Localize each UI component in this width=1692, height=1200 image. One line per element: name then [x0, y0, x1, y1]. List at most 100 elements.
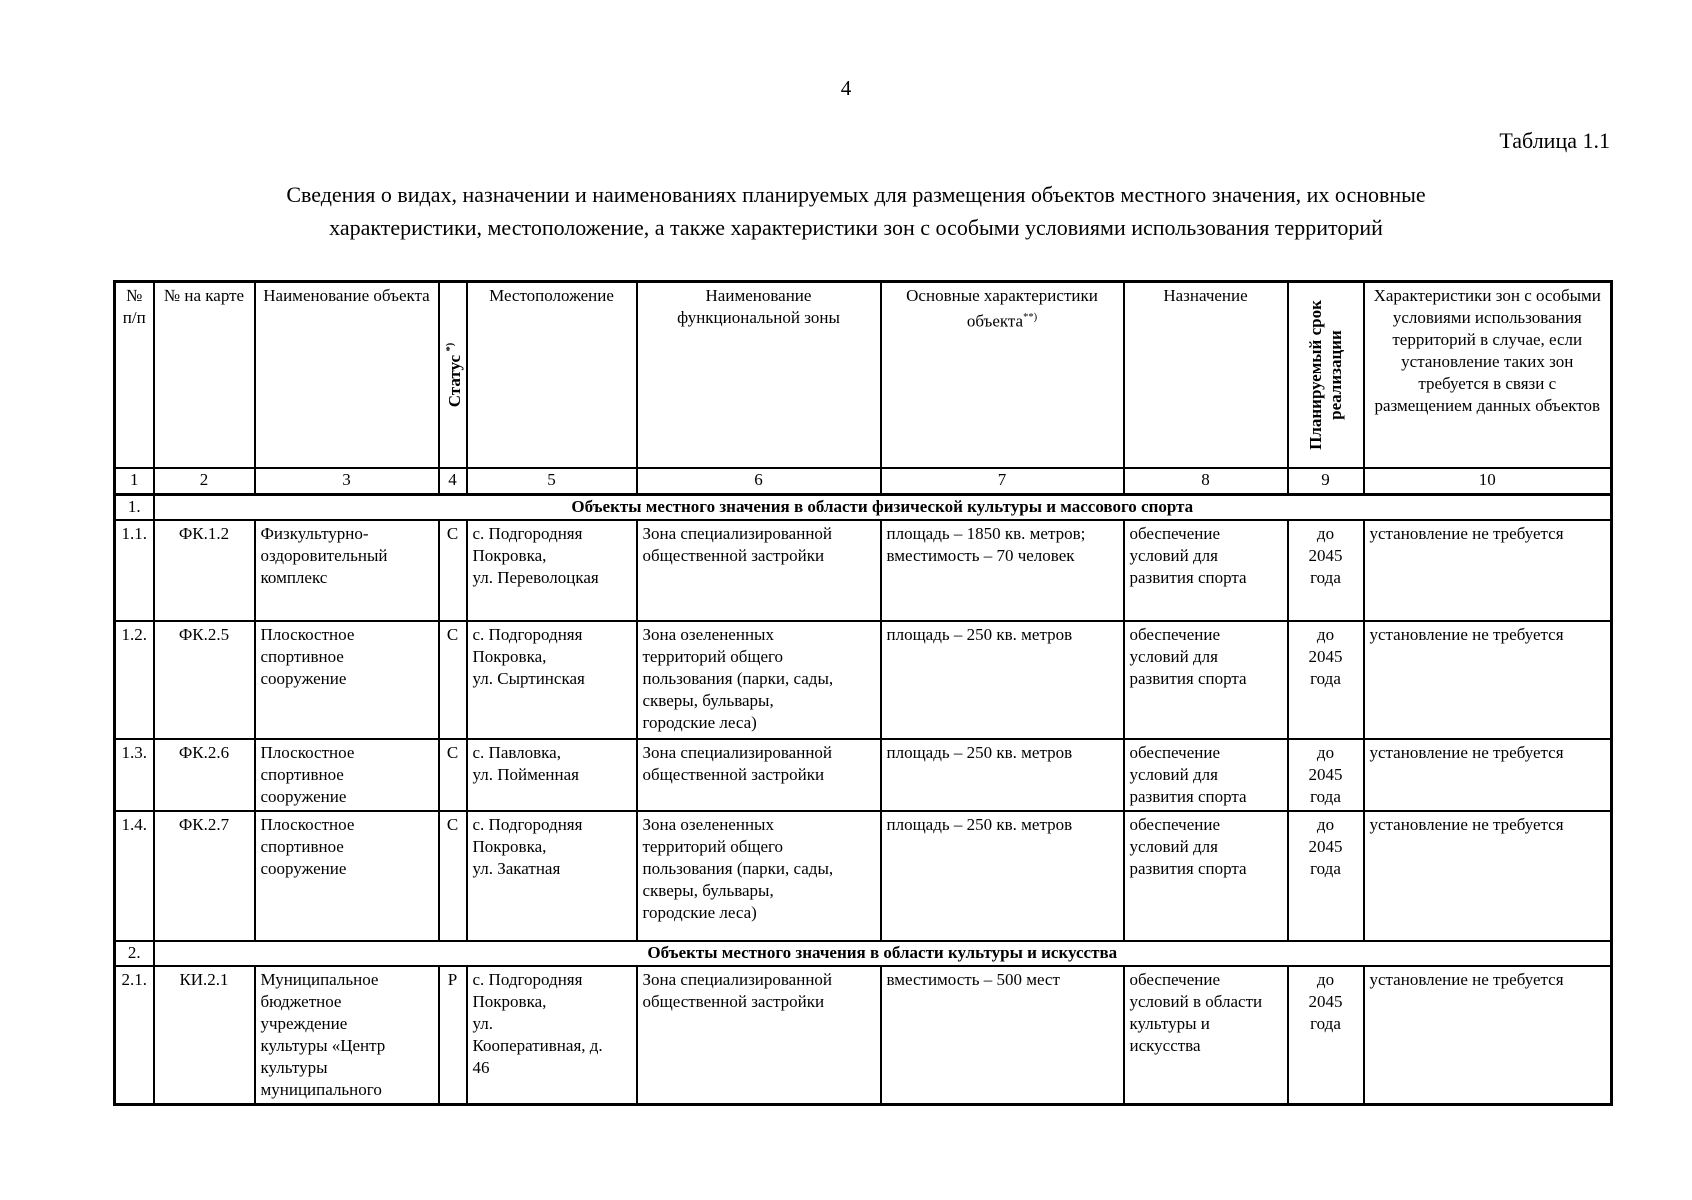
cell-main-characteristics: площадь – 250 кв. метров	[879, 619, 1125, 740]
cell-zone-characteristics: установление не требуется	[1362, 737, 1613, 812]
cell-planned-term: до 2045 года	[1286, 964, 1365, 1105]
cell-location: с. Подгородняя Покровка, ул. Кооперативн…	[465, 964, 638, 1105]
table-header-row: № п/п № на карте Наименование объекта Ст…	[113, 280, 1613, 469]
cell-object-name: Плоскостное спортивное сооружение	[253, 619, 440, 740]
cell-location: с. Подгородняя Покровка, ул. Закатная	[465, 809, 638, 942]
col-header-object-name-label: Наименование объекта	[263, 286, 430, 305]
cell-map-no: ФК.2.7	[152, 809, 256, 942]
cell-status: С	[437, 518, 468, 622]
cell-object-name: Физкультурно- оздоровительный комплекс	[253, 518, 440, 622]
cell-object-name: Плоскостное спортивное сооружение	[253, 737, 440, 812]
column-number: 5	[465, 466, 638, 496]
status-footnote-marker: *)	[444, 342, 456, 352]
col-header-purpose-label: Назначение	[1163, 286, 1248, 305]
cell-zone-characteristics: установление не требуется	[1362, 619, 1613, 740]
characteristics-footnote-marker: **)	[1023, 312, 1038, 323]
column-number: 3	[253, 466, 440, 496]
cell-item-no: 1.3.	[113, 737, 155, 812]
cell-main-characteristics: площадь – 1850 кв. метров; вместимость –…	[879, 518, 1125, 622]
col-header-main-characteristics-label: Основные характеристики объекта	[906, 286, 1098, 331]
status-label-text: Статус	[444, 354, 464, 408]
cell-status: С	[437, 619, 468, 740]
cell-purpose: обеспечение условий для развития спорта	[1122, 518, 1289, 622]
column-number: 2	[152, 466, 256, 496]
page-number: 4	[840, 76, 852, 100]
col-header-map-no: № на карте	[152, 280, 256, 469]
table-row: 1.2. ФК.2.5 Плоскостное спортивное соору…	[113, 619, 1613, 740]
cell-zone-characteristics: установление не требуется	[1362, 518, 1613, 622]
col-header-main-characteristics: Основные характеристики объекта**)	[879, 280, 1125, 469]
cell-planned-term: до 2045 года	[1286, 737, 1365, 812]
section-row: 2. Объекты местного значения в области к…	[113, 939, 1613, 967]
cell-map-no: ФК.2.5	[152, 619, 256, 740]
cell-item-no: 1.2.	[113, 619, 155, 740]
column-number: 8	[1122, 466, 1289, 496]
col-header-item-no: № п/п	[113, 280, 155, 469]
planning-objects-table: № п/п № на карте Наименование объекта Ст…	[113, 280, 1613, 1106]
column-numbers-row: 1 2 3 4 5 6 7 8 9 10	[113, 466, 1613, 496]
cell-purpose: обеспечение условий в области культуры и…	[1122, 964, 1289, 1105]
table-row: 1.1. ФК.1.2 Физкультурно- оздоровительны…	[113, 518, 1613, 622]
cell-planned-term: до 2045 года	[1286, 809, 1365, 942]
cell-status: Р	[437, 964, 468, 1105]
cell-planned-term: до 2045 года	[1286, 619, 1365, 740]
cell-item-no: 1.1.	[113, 518, 155, 622]
cell-purpose: обеспечение условий для развития спорта	[1122, 619, 1289, 740]
document-title: Сведения о видах, назначении и наименова…	[286, 182, 1426, 240]
cell-functional-zone: Зона специализированной общественной зас…	[635, 964, 882, 1105]
cell-object-name: Муниципальное бюджетное учреждение культ…	[253, 964, 440, 1105]
column-number: 7	[879, 466, 1125, 496]
cell-status: С	[437, 737, 468, 812]
table-caption-label: Таблица 1.1	[1499, 128, 1610, 153]
cell-zone-characteristics: установление не требуется	[1362, 809, 1613, 942]
cell-object-name: Плоскостное спортивное сооружение	[253, 809, 440, 942]
cell-map-no: ФК.1.2	[152, 518, 256, 622]
col-header-functional-zone: Наименование функциональной зоны	[635, 280, 882, 469]
cell-functional-zone: Зона специализированной общественной зас…	[635, 518, 882, 622]
column-number: 4	[437, 466, 468, 496]
section-number: 1.	[113, 493, 155, 521]
col-header-object-name: Наименование объекта	[253, 280, 440, 469]
section-number: 2.	[113, 939, 155, 967]
column-number: 10	[1362, 466, 1613, 496]
col-header-location-label: Местоположение	[489, 286, 614, 305]
cell-purpose: обеспечение условий для развития спорта	[1122, 809, 1289, 942]
col-header-location: Местоположение	[465, 280, 638, 469]
table-row: 2.1. КИ.2.1 Муниципальное бюджетное учре…	[113, 964, 1613, 1105]
cell-functional-zone: Зона озелененных территорий общего польз…	[635, 619, 882, 740]
cell-functional-zone: Зона озелененных территорий общего польз…	[635, 809, 882, 942]
col-header-purpose: Назначение	[1122, 280, 1289, 469]
section-row: 1. Объекты местного значения в области ф…	[113, 493, 1613, 521]
column-number: 1	[113, 466, 155, 496]
section-title: Объекты местного значения в области куль…	[152, 939, 1613, 967]
cell-location: с. Подгородняя Покровка, ул. Сыртинская	[465, 619, 638, 740]
cell-item-no: 1.4.	[113, 809, 155, 942]
col-header-zone-characteristics: Характеристики зон с особыми условиями и…	[1362, 280, 1613, 469]
section-title: Объекты местного значения в области физи…	[152, 493, 1613, 521]
col-header-planned-term: Планируемый срок реализации	[1286, 280, 1365, 469]
table-row: 1.4. ФК.2.7 Плоскостное спортивное соору…	[113, 809, 1613, 942]
cell-location: с. Подгородняя Покровка, ул. Переволоцка…	[465, 518, 638, 622]
cell-item-no: 2.1.	[113, 964, 155, 1105]
cell-functional-zone: Зона специализированной общественной зас…	[635, 737, 882, 812]
cell-main-characteristics: площадь – 250 кв. метров	[879, 737, 1125, 812]
cell-planned-term: до 2045 года	[1286, 518, 1365, 622]
cell-map-no: КИ.2.1	[152, 964, 256, 1105]
cell-main-characteristics: площадь – 250 кв. метров	[879, 809, 1125, 942]
column-number: 6	[635, 466, 882, 496]
col-header-status-label: Статус *)	[441, 342, 465, 407]
col-header-item-no-label: № п/п	[122, 286, 146, 327]
col-header-status: Статус *)	[437, 280, 468, 469]
col-header-planned-term-label: Планируемый срок реализации	[1305, 299, 1345, 450]
cell-zone-characteristics: установление не требуется	[1362, 964, 1613, 1105]
cell-purpose: обеспечение условий для развития спорта	[1122, 737, 1289, 812]
col-header-functional-zone-label: Наименование функциональной зоны	[677, 286, 840, 327]
cell-location: с. Павловка, ул. Пойменная	[465, 737, 638, 812]
col-header-map-no-label: № на карте	[163, 286, 245, 305]
table-row: 1.3. ФК.2.6 Плоскостное спортивное соору…	[113, 737, 1613, 812]
col-header-zone-characteristics-label: Характеристики зон с особыми условиями и…	[1373, 286, 1601, 415]
cell-map-no: ФК.2.6	[152, 737, 256, 812]
cell-main-characteristics: вместимость – 500 мест	[879, 964, 1125, 1105]
cell-status: С	[437, 809, 468, 942]
